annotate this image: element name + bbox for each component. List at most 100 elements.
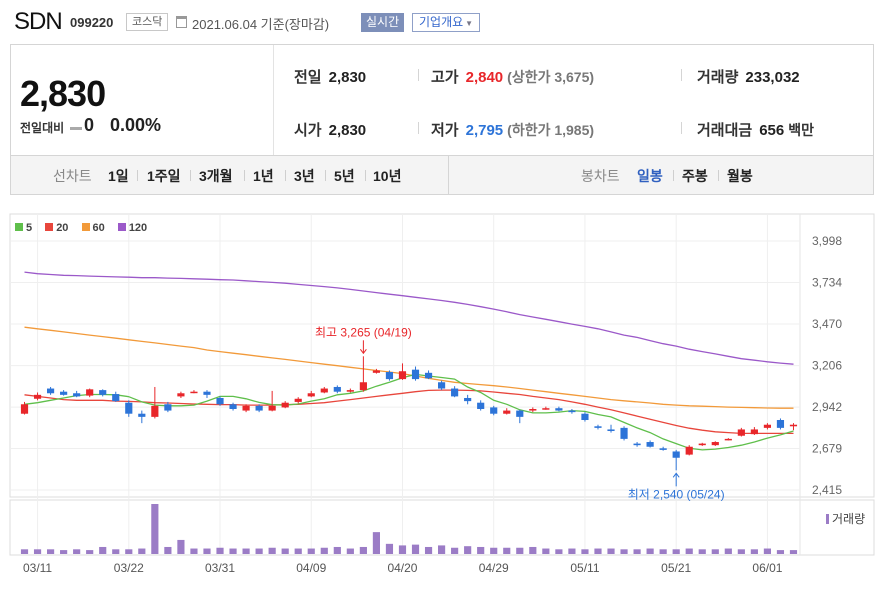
ma60-line [24,326,794,409]
amount-value: 656 [759,122,785,139]
volume-bar [190,548,198,554]
candle-body [398,371,407,380]
period-tab-1y[interactable]: 1년 [253,168,274,184]
period-tab-5y[interactable]: 5년 [334,168,355,184]
candle-body [125,402,133,414]
candle-body [33,394,42,399]
candle-body [724,438,732,441]
candle [503,408,511,415]
open-label: 시가 [294,122,322,139]
candle [307,390,315,398]
candle [750,427,758,435]
volume-bar [711,549,719,554]
legend-swatch [45,223,54,231]
candle [633,442,641,447]
candle [568,408,576,414]
candle [516,409,524,424]
candle [125,400,133,417]
candle-body [112,394,120,402]
arrow-down-icon [359,348,367,355]
volume-bar [294,548,302,554]
candle [620,426,628,441]
candle [46,386,55,395]
volume-bar [99,546,107,554]
y-tick-label: 3,470 [812,317,842,331]
volume-bar [477,546,485,554]
candle-body [646,442,654,447]
volume-bar [177,539,185,554]
min-price-label: 최저 2,540 (05/24) [628,487,725,501]
candle [268,390,276,412]
candle [542,406,550,410]
volume-bar [203,548,211,554]
volume-bar [138,548,146,554]
change-percent: 0.00% [110,115,162,135]
candle-tab-weekly[interactable]: 주봉 [682,168,708,184]
x-tick-label: 04/09 [296,561,326,575]
candle-body [568,410,576,413]
line-chart-label: 선차트 [53,168,92,184]
candle [594,424,602,430]
candle-body [255,405,263,411]
calendar-icon [176,16,187,28]
prev-close-cell: 전일 2,830 [294,66,366,87]
period-tab-1d[interactable]: 1일 [108,168,129,184]
candle [229,402,237,411]
period-tab-10y[interactable]: 10년 [373,168,402,184]
candle [99,389,107,397]
low-cell: 저가 2,795 (하한가 1,985) [431,119,594,140]
candle-tab-monthly[interactable]: 월봉 [727,168,753,184]
volume-bar [385,543,394,554]
candle [190,390,198,394]
candle [60,390,68,396]
volume-bar [242,548,250,554]
candle-body [60,391,68,395]
candle-body [320,388,328,393]
divider [244,170,245,181]
divider [325,170,326,181]
candle-body [385,372,394,380]
volume-bar [568,548,576,554]
candle-tab-daily[interactable]: 일봉 [637,168,663,184]
period-tab-1w[interactable]: 1주일 [147,168,181,184]
volume-bar [424,546,433,554]
volume-bar [411,544,420,554]
market-badge: 코스닥 [126,13,169,31]
realtime-button[interactable]: 실시간 [361,13,405,32]
volume-bar [555,549,563,554]
volume-bar [229,548,237,554]
candle-body [229,404,237,409]
candle-body [503,410,511,414]
y-tick-label: 2,942 [812,400,842,414]
candle [529,407,537,413]
candle-body [307,393,315,397]
candle [490,405,498,416]
volume-bar [151,504,159,554]
period-tab-3m[interactable]: 3개월 [199,168,233,184]
y-tick-label: 3,734 [812,276,842,290]
candle-body [581,413,589,421]
company-info-dropdown[interactable]: 기업개요 ▼ [412,13,481,32]
candle [385,370,394,381]
candle-body [86,389,94,396]
x-tick-label: 06/01 [752,561,782,575]
volume-bar [125,549,133,554]
lower-limit: (하한가 1,985) [507,122,595,138]
x-tick-label: 03/22 [114,561,144,575]
legend-label: 5 [26,222,33,234]
volume-label: 거래량 [832,512,865,526]
amount-cell: 거래대금 656 백만 [697,119,814,140]
candle [672,449,680,471]
volume-bar [255,548,263,554]
candle [73,390,81,398]
divider [718,170,719,181]
volume-bar [646,548,654,554]
open-value: 2,830 [328,122,367,139]
candle [659,446,667,451]
candle [451,386,459,398]
candle-body [464,397,472,402]
volume-bar [698,549,706,554]
candle [20,401,29,415]
period-tab-3y[interactable]: 3년 [294,168,315,184]
volume-value: 233,032 [745,69,800,86]
